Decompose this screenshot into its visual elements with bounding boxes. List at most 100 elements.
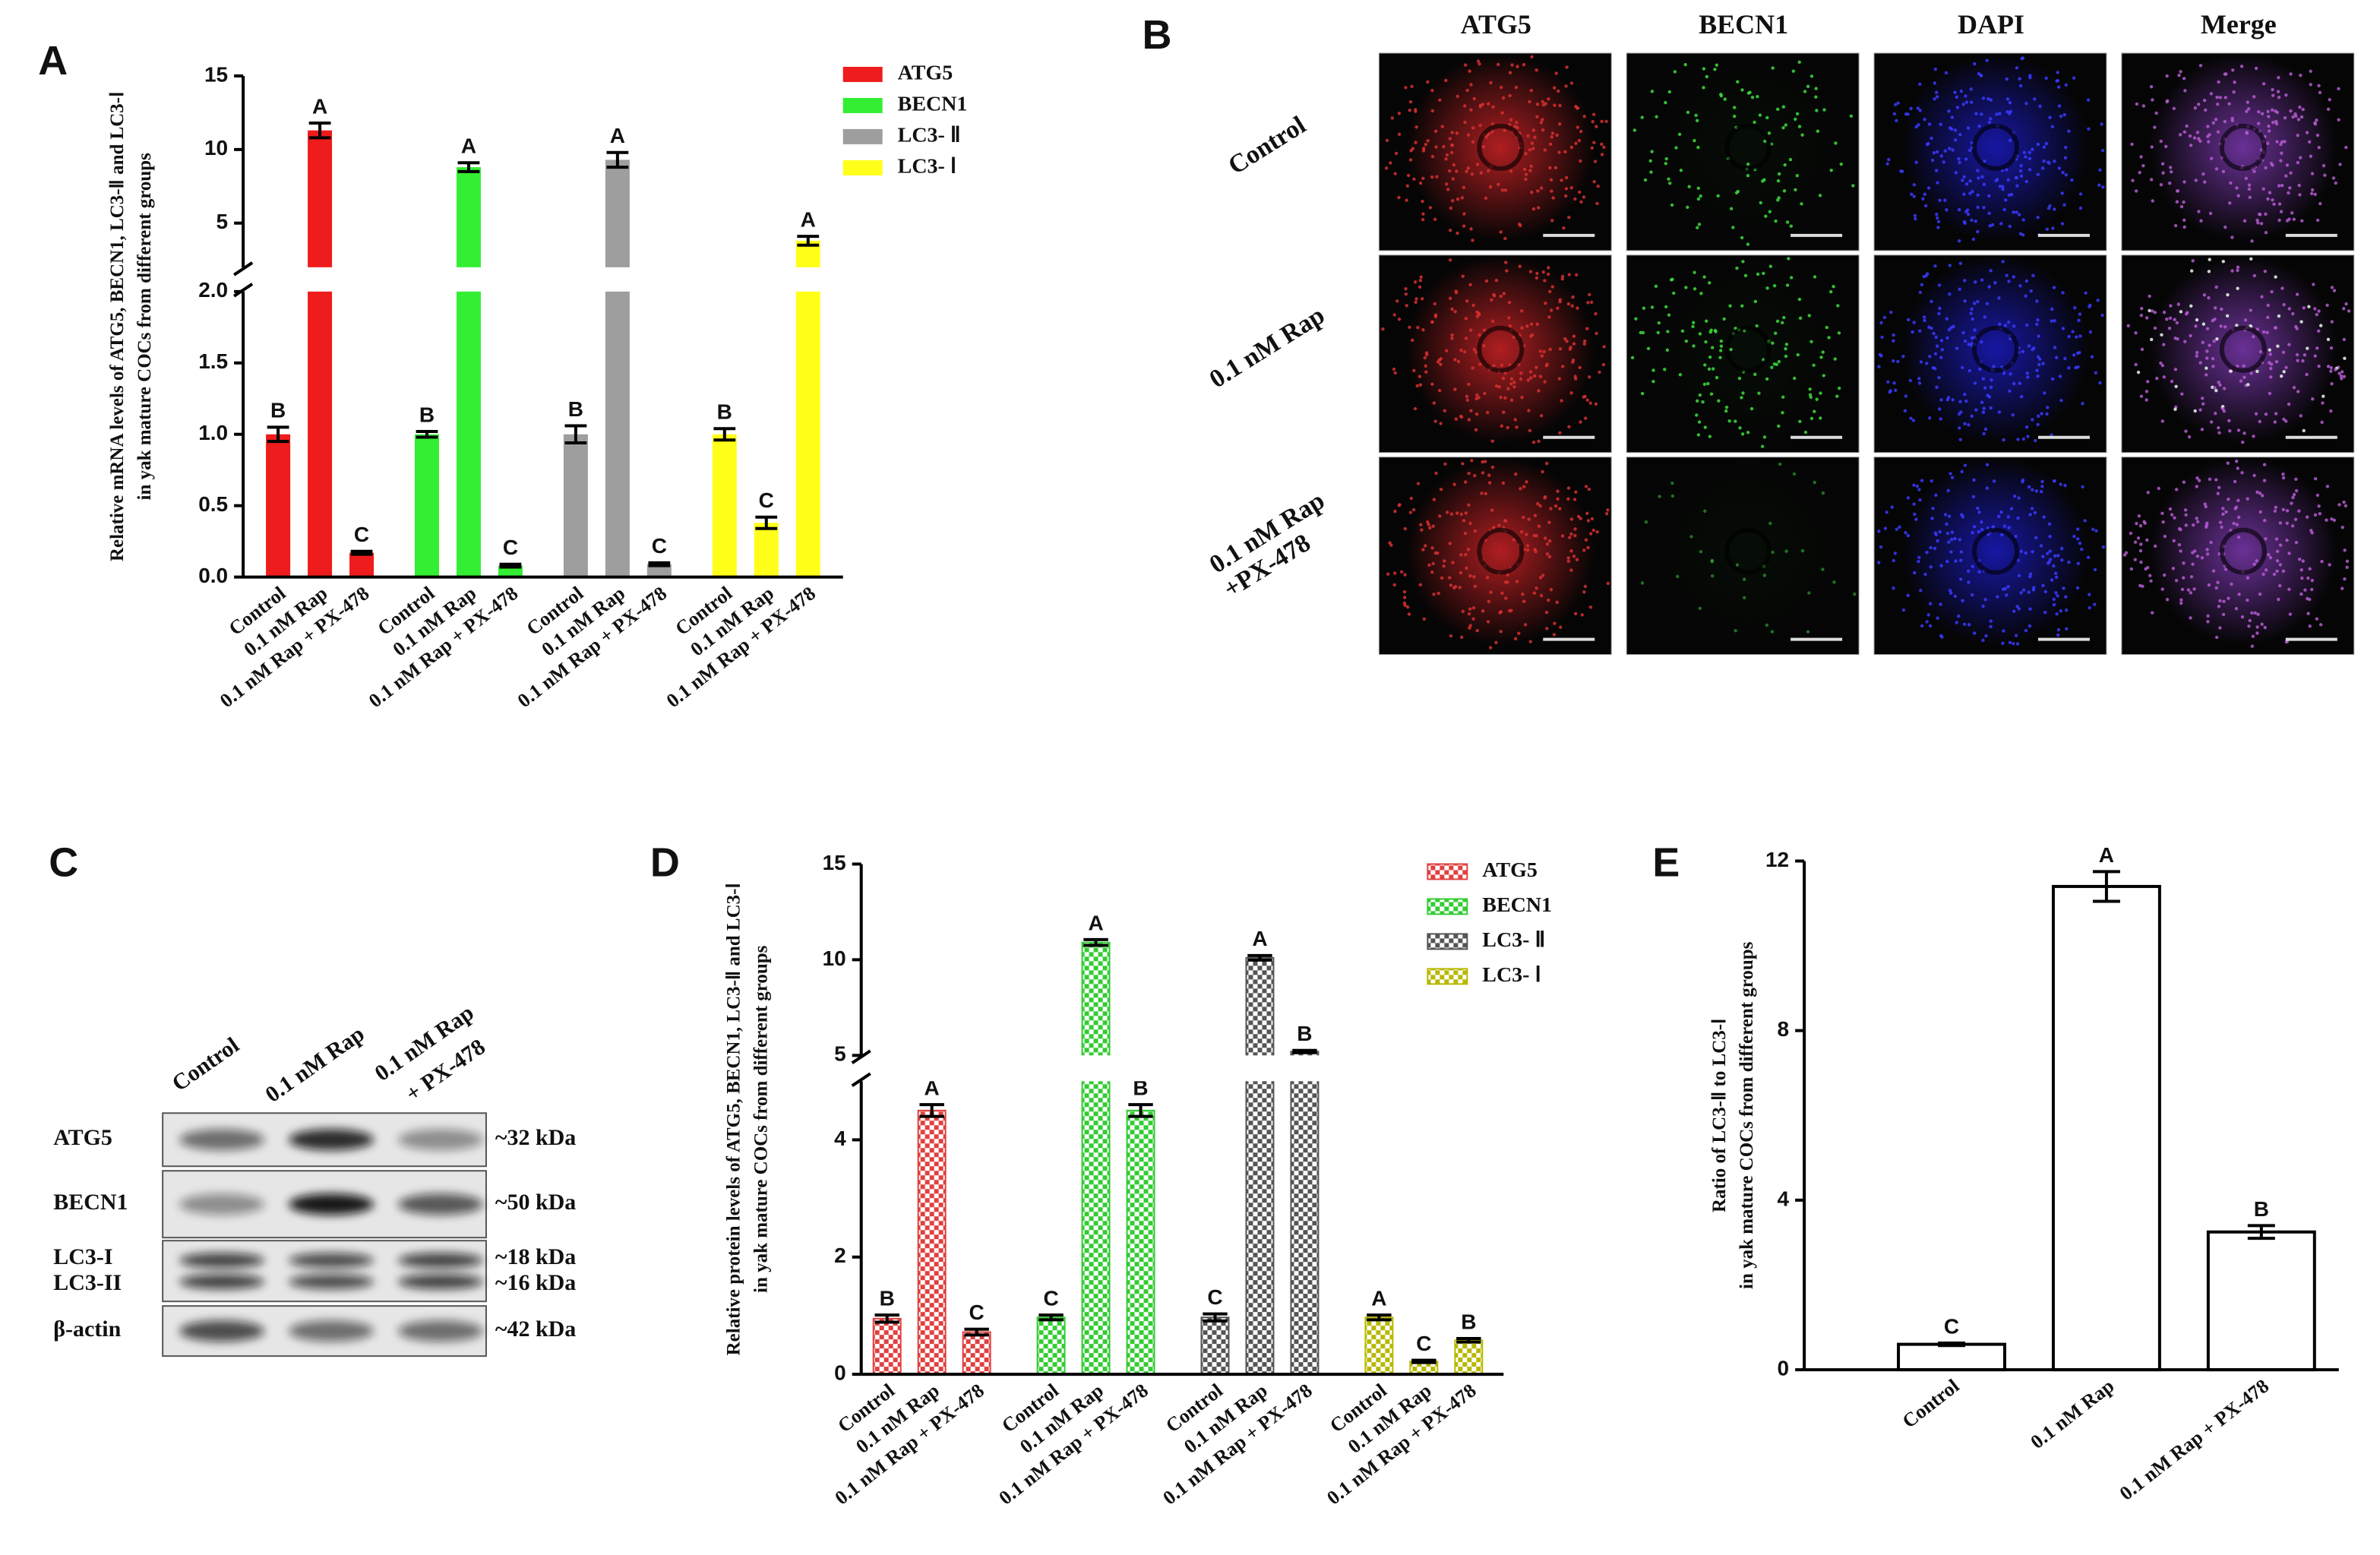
cell-dot [1572, 555, 1576, 558]
error-bar [1938, 1341, 1966, 1348]
cell-dot [2001, 188, 2005, 191]
cell-dot [1509, 382, 1513, 386]
cell-dot [1992, 479, 1996, 483]
cell-dot [2014, 634, 2018, 637]
cell-dot [1939, 339, 1944, 343]
cell-dot [2299, 73, 2303, 77]
cell-dot [1540, 354, 1544, 358]
cell-dot [1569, 532, 1573, 536]
cell-dot [1497, 384, 1501, 389]
cell-dot [1926, 613, 1930, 617]
cell-dot [1728, 304, 1732, 308]
cell-dot [1930, 158, 1935, 163]
cell-dot [1476, 59, 1481, 63]
cell-dot [1920, 624, 1924, 628]
micrograph-haze [1654, 457, 1843, 646]
cell-dot [1535, 68, 1538, 72]
cell-dot [1414, 300, 1418, 304]
cell-dot [2325, 303, 2329, 307]
cell-dot [1931, 507, 1935, 510]
cell-dot [2209, 540, 2213, 545]
cell-dot [1949, 591, 1953, 595]
cell-dot [1478, 62, 1481, 66]
cell-dot [2008, 640, 2012, 645]
cell-dot [2246, 100, 2249, 104]
cell-dot [2154, 111, 2158, 115]
cell-dot [1691, 324, 1695, 328]
cell-dot [1803, 90, 1807, 93]
cell-dot [1525, 548, 1530, 552]
cell-dot [2018, 284, 2022, 288]
cell-dot [1813, 409, 1816, 413]
cell-dot [2053, 346, 2057, 349]
cell-dot [1508, 93, 1512, 98]
cell-dot [2216, 491, 2220, 495]
cell-dot [1702, 275, 1706, 279]
cell-dot [2282, 302, 2286, 307]
cell-dot [2275, 569, 2279, 574]
cell-dot [1963, 339, 1968, 343]
cell-dot [2301, 359, 2305, 363]
cell-dot [1969, 311, 1973, 315]
y-axis-title: in yak mature COCs from different groups [751, 945, 772, 1293]
cell-dot [1569, 81, 1574, 85]
cell-dot [2122, 553, 2127, 557]
cell-dot [1936, 181, 1939, 185]
cell-dot [1767, 131, 1772, 135]
cell-dot [1447, 169, 1452, 173]
cell-dot [1406, 173, 1411, 178]
cell-dot [2347, 309, 2351, 313]
cell-dot [2326, 365, 2331, 368]
cell-dot [1585, 511, 1589, 516]
cell-dot [2264, 166, 2268, 170]
cell-dot [1673, 70, 1677, 74]
cell-dot [1954, 559, 1958, 563]
cell-dot [1443, 409, 1446, 412]
cell-dot [2223, 119, 2227, 124]
cell-dot [1444, 157, 1448, 161]
cell-dot [1977, 71, 1981, 76]
cell-dot [2317, 146, 2321, 150]
cell-dot [1950, 115, 1955, 119]
cell-dot [1809, 74, 1814, 78]
cell-dot [1462, 519, 1466, 523]
cell-dot [1549, 507, 1553, 510]
cell-dot [2245, 109, 2249, 113]
cell-dot [2264, 412, 2268, 416]
cell-dot [1713, 328, 1718, 333]
cell-dot [1923, 318, 1926, 323]
cell-dot [1695, 399, 1699, 403]
cell-dot [1755, 324, 1759, 328]
cell-dot [1994, 179, 1998, 182]
cell-dot [1973, 381, 1977, 385]
cell-dot [2268, 375, 2273, 379]
cell-dot [1970, 593, 1974, 597]
cell-dot [1702, 86, 1705, 90]
cell-dot [1470, 172, 1474, 176]
cell-dot [1959, 558, 1963, 562]
cell-dot [1885, 162, 1889, 166]
cell-dot [2325, 518, 2328, 522]
cell-dot [2300, 576, 2304, 580]
cell-dot [1971, 530, 1974, 535]
cell-dot [2203, 502, 2207, 506]
cell-dot [1892, 112, 1897, 116]
cell-dot [1449, 206, 1453, 210]
cell-dot [2041, 583, 2045, 588]
cell-dot [1474, 412, 1479, 416]
cell-dot [1453, 387, 1457, 391]
cell-dot [1519, 487, 1522, 491]
cell-dot [2163, 534, 2167, 539]
panel-label: C [49, 840, 78, 886]
cell-dot [1684, 286, 1688, 289]
cell-dot [2282, 370, 2286, 374]
cell-dot [1950, 476, 1955, 479]
cell-dot [2036, 374, 2040, 378]
protein-band [289, 1274, 375, 1290]
error-bar [1456, 1337, 1481, 1344]
cell-dot [1781, 126, 1785, 130]
cell-dot [1938, 198, 1942, 202]
cell-dot [1588, 401, 1592, 405]
y-tick-label: 5 [217, 210, 229, 233]
cell-dot [1933, 67, 1938, 71]
